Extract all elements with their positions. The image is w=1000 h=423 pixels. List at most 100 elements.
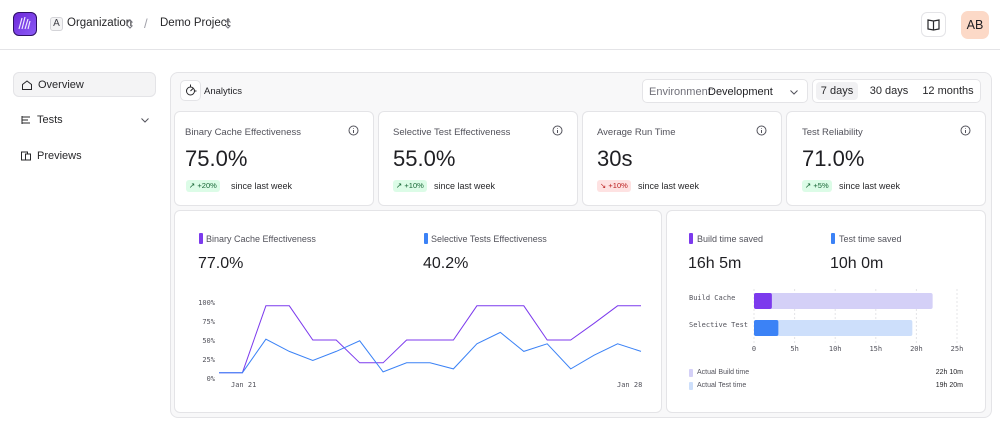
trend-up-icon: ↗	[396, 181, 403, 190]
bar-time-saved	[754, 293, 772, 309]
kpi-card-test-reliability: Test Reliability 71.0% ↗ +5% since last …	[786, 111, 986, 206]
kpi-value: 30s	[597, 146, 633, 171]
app-logo[interactable]	[13, 12, 37, 36]
environment-select[interactable]: Environment: Development	[642, 79, 808, 103]
time-saved-panel: Build time saved 16h 5m Test time saved …	[666, 210, 986, 413]
sidebar-item-label: Overview	[38, 79, 84, 91]
kpi-delta: +20%	[197, 181, 217, 190]
legend-label-binary-cache: Binary Cache Effectiveness	[206, 234, 316, 244]
kpi-since: since last week	[434, 181, 496, 191]
info-icon[interactable]	[348, 125, 359, 136]
organization-badge: A	[50, 17, 63, 31]
kpi-title: Average Run Time	[597, 127, 676, 138]
summary-label-actual-test: Actual Test time	[697, 382, 747, 389]
environment-label: Environment:	[649, 86, 714, 98]
trend-down-icon: ↘	[600, 181, 607, 190]
x-tick-label: Jan 21	[231, 381, 256, 389]
book-icon	[927, 19, 940, 31]
breadcrumb-organization[interactable]: Organization	[67, 17, 133, 29]
breadcrumb-project[interactable]: Demo Project	[160, 17, 230, 29]
kpi-title: Binary Cache Effectiveness	[185, 127, 301, 138]
bar-actual-time	[754, 293, 933, 309]
kpi-delta: +10%	[404, 181, 424, 190]
bar-time-saved	[754, 320, 779, 336]
series-line-selective-tests	[219, 331, 642, 374]
effectiveness-line-chart: 100% 75% 50% 25% 0% Jan 21 Jan 28	[198, 299, 642, 389]
trend-up-icon: ↗	[189, 181, 196, 190]
analytics-title: Analytics	[204, 86, 243, 97]
summary-value-actual-test: 19h 20m	[935, 382, 963, 389]
sidebar-item-overview[interactable]: Overview	[13, 72, 156, 97]
breadcrumb-separator: /	[144, 16, 148, 31]
summary-label-actual-build: Actual Build time	[697, 369, 750, 376]
x-tick-label: 15h	[869, 345, 882, 353]
summary-swatch-actual-build	[689, 369, 693, 377]
kpi-value: 55.0%	[393, 146, 456, 171]
x-tick-label: 25h	[951, 345, 964, 353]
info-icon[interactable]	[552, 125, 563, 136]
series-line-binary-cache	[219, 305, 641, 374]
range-12-months[interactable]: 12 months	[922, 85, 974, 97]
y-tick-label: 100%	[198, 299, 216, 307]
legend-swatch-build-time	[689, 233, 693, 244]
legend-swatch-test-time	[831, 233, 835, 244]
kpi-card-average-run-time: Average Run Time 30s ↘ +10% since last w…	[582, 111, 782, 206]
summary-swatch-actual-test	[689, 382, 693, 390]
summary-value-actual-build: 22h 10m	[935, 369, 963, 376]
x-tick-label: 5h	[790, 345, 798, 353]
kpi-title: Test Reliability	[802, 127, 863, 138]
chevron-up-down-icon[interactable]	[126, 18, 134, 30]
legend-value-build-time: 16h 5m	[688, 255, 742, 272]
kpi-value: 75.0%	[185, 146, 248, 171]
documentation-button[interactable]	[921, 12, 946, 37]
y-tick-label: 50%	[202, 337, 215, 345]
user-avatar[interactable]: AB	[961, 11, 989, 39]
tests-icon	[21, 116, 30, 124]
info-icon[interactable]	[960, 125, 971, 136]
range-30-days[interactable]: 30 days	[869, 85, 909, 97]
y-tick-label: 25%	[202, 356, 215, 364]
kpi-delta-badge: ↗ +10%	[393, 180, 427, 192]
sidebar-item-label: Previews	[37, 150, 82, 162]
range-7-days[interactable]: 7 days	[816, 82, 858, 100]
category-label: Selective Test	[689, 321, 748, 329]
x-tick-label: Jan 28	[617, 381, 642, 389]
kpi-delta: +10%	[608, 181, 628, 190]
analytics-icon	[186, 84, 197, 96]
sidebar-item-tests[interactable]: Tests	[13, 108, 156, 133]
info-icon[interactable]	[756, 125, 767, 136]
logo-glyph	[18, 16, 31, 30]
kpi-since: since last week	[839, 181, 901, 191]
sidebar-item-label: Tests	[37, 114, 63, 126]
legend-swatch-binary-cache	[199, 233, 203, 244]
top-header: A Organization / Demo Project AB	[0, 0, 1000, 50]
effectiveness-chart-panel: Binary Cache Effectiveness 77.0% Selecti…	[174, 210, 662, 413]
legend-swatch-selective-tests	[424, 233, 428, 244]
kpi-delta-badge: ↘ +10%	[597, 180, 631, 192]
kpi-title: Selective Test Effectiveness	[393, 127, 511, 138]
analytics-icon-box	[180, 80, 201, 101]
time-range-toggle: 7 days 30 days 12 months	[812, 79, 981, 103]
sidebar-item-previews[interactable]: Previews	[13, 144, 156, 169]
legend-value-selective-tests: 40.2%	[423, 255, 469, 272]
category-label: Build Cache	[689, 294, 735, 302]
legend-label-build-time: Build time saved	[697, 234, 764, 244]
home-icon	[22, 80, 32, 90]
kpi-delta-badge: ↗ +20%	[186, 180, 220, 192]
legend-label-test-time: Test time saved	[839, 234, 902, 244]
kpi-card-selective-test: Selective Test Effectiveness 55.0% ↗ +10…	[378, 111, 578, 206]
environment-value: Development	[708, 86, 773, 98]
bar-actual-time	[754, 320, 913, 336]
y-tick-label: 0%	[207, 375, 216, 383]
y-tick-label: 75%	[202, 318, 215, 326]
trend-up-icon: ↗	[805, 181, 812, 190]
x-tick-label: 0	[752, 345, 756, 353]
chevron-down-icon[interactable]	[140, 116, 150, 124]
chevron-up-down-icon[interactable]	[224, 18, 232, 30]
kpi-card-binary-cache: Binary Cache Effectiveness 75.0% ↗ +20% …	[174, 111, 374, 206]
legend-value-binary-cache: 77.0%	[198, 255, 244, 272]
kpi-delta: +5%	[813, 181, 829, 190]
kpi-value: 71.0%	[802, 146, 865, 171]
kpi-since: since last week	[638, 181, 700, 191]
legend-label-selective-tests: Selective Tests Effectiveness	[431, 234, 547, 244]
